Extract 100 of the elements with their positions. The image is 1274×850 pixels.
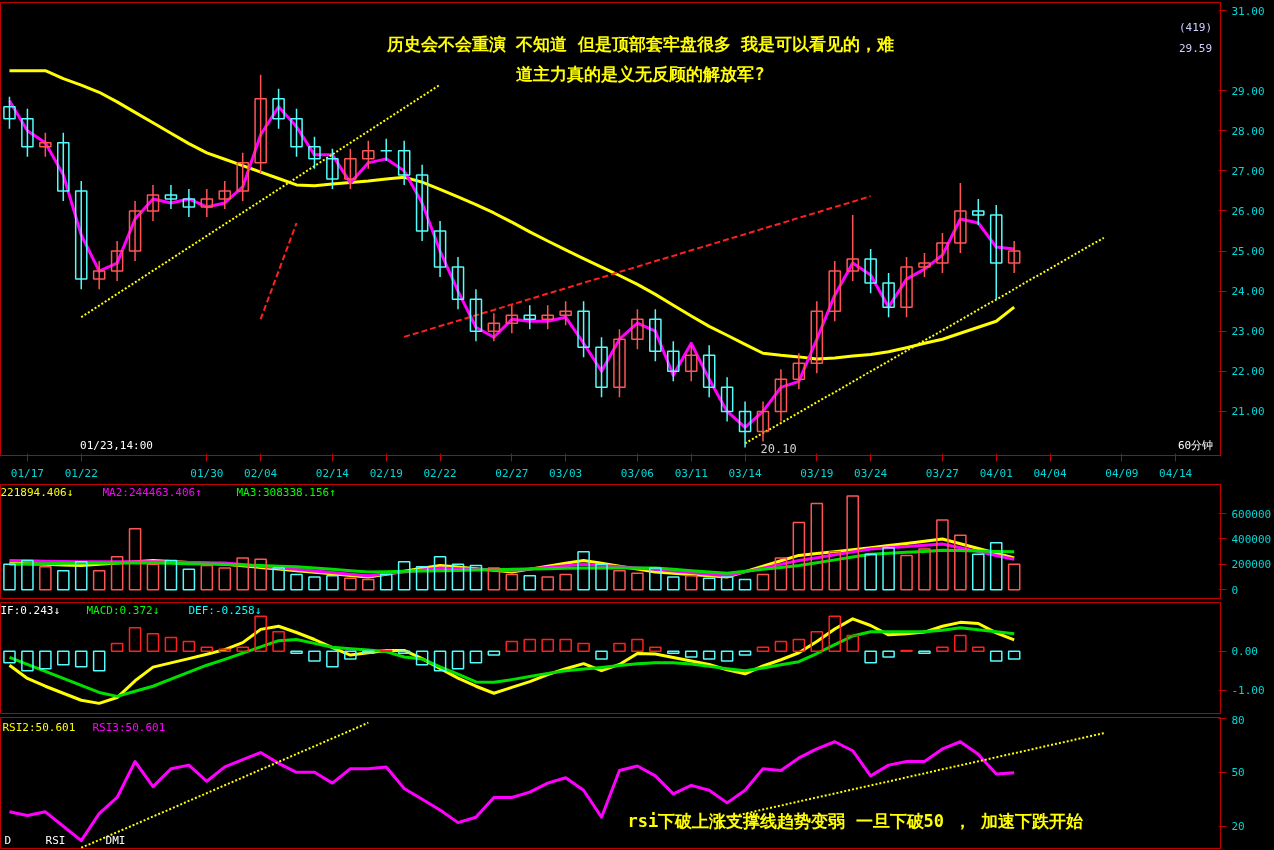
candlestick [361,140,375,170]
candlestick [666,340,680,383]
bar [666,650,680,654]
bar [433,555,447,591]
bar [128,627,142,652]
bar [326,650,339,668]
bar [3,563,16,591]
candlestick [595,336,608,399]
x-tick-label: 02/22 [423,466,457,480]
bar [92,650,106,672]
candlestick [989,204,1003,300]
x-tick-label: 03/14 [728,466,762,480]
x-tick-label: 01/22 [64,466,98,480]
bar [290,573,303,591]
bar [361,650,375,654]
bar [613,569,626,591]
bar [397,650,411,654]
candlestick [308,136,321,170]
bar [92,569,106,591]
bar [541,576,555,591]
bar [200,646,214,652]
bar [918,650,931,654]
candlestick [344,148,357,190]
y-tick-label: 50 [1231,766,1245,780]
y-tick-label: 26.00 [1231,204,1265,218]
bar [146,563,160,591]
annotation: rsi下破上涨支撑线趋势变弱 一旦下破50 ， 加速下跌开始 [627,810,1085,831]
x-tick-label: 03/19 [800,466,834,480]
candlestick [21,107,34,158]
annotation: 60分钟 [1177,438,1214,452]
bar [164,636,178,652]
bar [720,576,734,591]
bar [505,573,519,591]
candlestick [810,300,824,375]
y-tick-label: -1.00 [1231,684,1265,698]
bar [541,638,555,652]
annotation: 历史会不会重演 不知道 但是顶部套牢盘很多 我是可以看见的，难 [386,33,894,54]
bar [792,638,806,652]
y-tick-label: 27.00 [1231,164,1265,178]
bar [3,650,16,664]
bar [415,566,429,591]
bar [21,650,34,672]
bar [272,567,285,591]
bar [523,638,537,652]
annotation: DEF:-0.258↓ [188,603,262,617]
candlestick [523,304,537,330]
bar [989,542,1003,591]
bar [684,574,698,591]
bar [487,567,501,591]
candlestick [774,368,788,423]
bar [236,557,250,591]
bar [559,573,572,591]
y-tick-label: 21.00 [1231,405,1265,419]
line-series [7,548,1016,575]
bar [451,650,465,670]
y-tick-label: 29.00 [1231,84,1265,98]
y-tick-label: 400000 [1231,532,1272,546]
x-tick-label: 04/01 [979,466,1013,480]
candlestick [631,308,644,351]
x-tick-label: 03/27 [925,466,959,480]
candlestick [792,352,806,391]
bar [56,569,70,591]
bar [39,566,52,591]
bar [954,634,967,652]
bar [756,646,770,652]
bar [720,650,734,662]
y-tick-label: 22.00 [1231,365,1265,379]
x-tick-label: 02/14 [315,466,350,480]
bar [756,573,770,591]
annotation: 01/23,14:00 [80,438,153,452]
candlestick [900,256,913,318]
bar [487,650,501,656]
candlestick [702,344,716,399]
candlestick [738,400,752,449]
candlestick [613,328,626,399]
x-tick-label: 04/14 [1159,466,1193,480]
candlestick [74,180,88,290]
annotation: RSI2:50.601 [2,720,76,734]
candlestick [756,400,770,443]
candlestick [577,300,590,359]
bar [666,576,680,591]
bar [810,630,824,652]
bar [290,650,303,654]
annotation: 29.59 [1178,41,1213,55]
bar [864,553,877,591]
bar [577,642,590,652]
candlestick [128,200,142,262]
bar [128,528,142,591]
bar [1007,650,1021,660]
candlestick [954,182,967,254]
candlestick [936,232,949,274]
bar [182,640,196,652]
bar [254,558,267,591]
candlestick [864,248,877,294]
bar [631,638,644,652]
candlestick [254,73,267,174]
line-series [7,740,1016,843]
bar [308,576,321,591]
bar [900,554,913,591]
bar [397,561,411,591]
